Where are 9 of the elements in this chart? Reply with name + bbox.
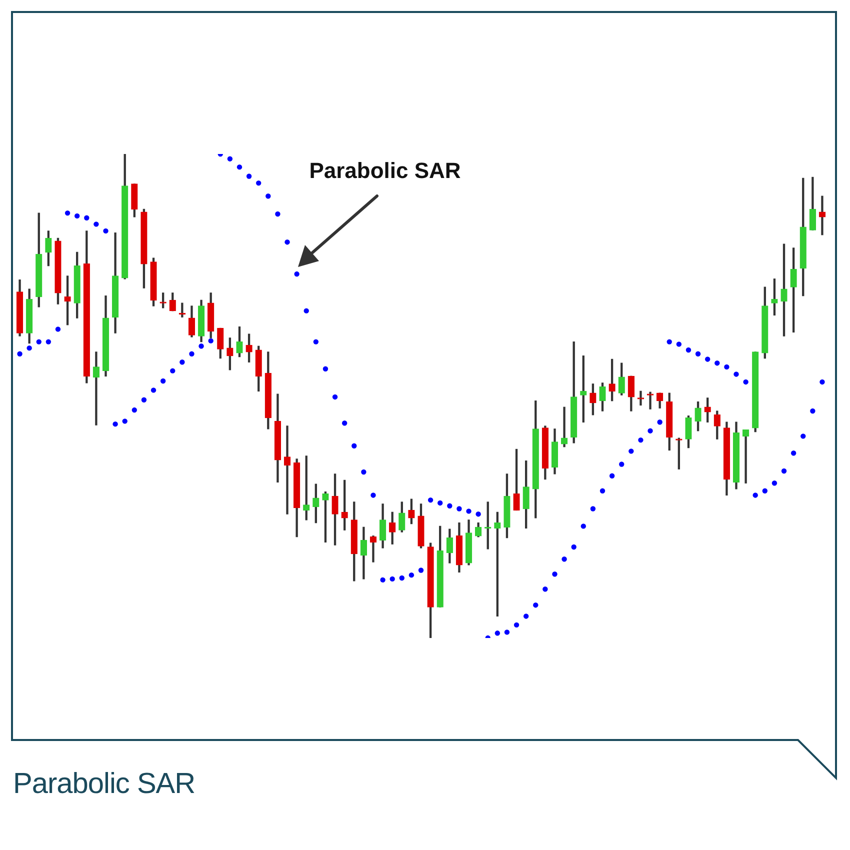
annotation: Parabolic SAR xyxy=(309,158,461,184)
candlestick xyxy=(742,430,750,484)
candlestick xyxy=(92,352,100,426)
candlestick xyxy=(370,536,377,562)
text: Parabolic SAR xyxy=(13,768,196,801)
candlestick xyxy=(818,196,826,236)
candlestick xyxy=(637,390,644,406)
candlestick xyxy=(646,392,654,410)
candlestick xyxy=(284,426,291,514)
